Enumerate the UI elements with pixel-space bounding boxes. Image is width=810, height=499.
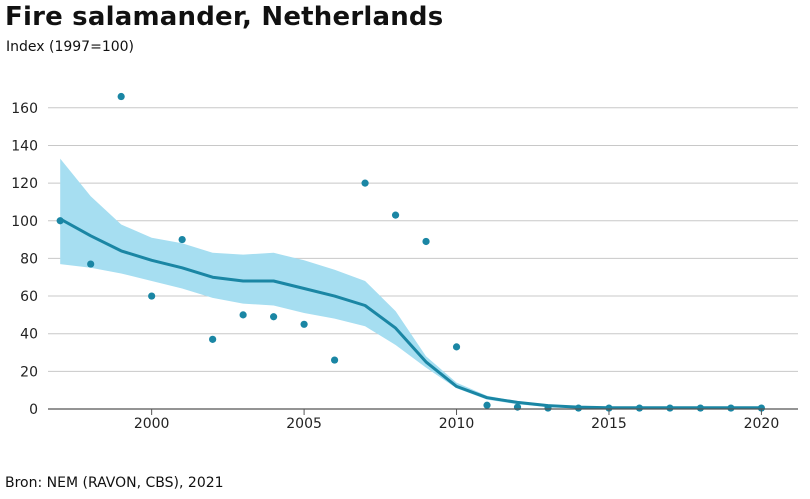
data-point	[300, 320, 308, 328]
data-point	[361, 179, 369, 187]
data-point	[544, 404, 552, 412]
data-point	[452, 343, 461, 351]
x-tick-label: 2000	[134, 416, 170, 432]
y-tick-label: 60	[20, 289, 38, 305]
y-tick-label: 40	[20, 327, 38, 343]
data-point	[178, 235, 186, 244]
data-point	[483, 401, 491, 409]
data-point	[757, 404, 766, 412]
data-point	[56, 217, 64, 225]
data-point	[727, 404, 735, 412]
data-point	[666, 404, 674, 412]
data-point	[330, 356, 339, 364]
x-tick-label: 2015	[591, 416, 627, 432]
trend-line	[58, 217, 763, 410]
data-point	[574, 404, 583, 412]
data-points	[56, 92, 766, 412]
data-point	[513, 403, 522, 411]
y-tick-label: 120	[11, 176, 38, 192]
data-point	[148, 292, 156, 300]
y-tick-label: 20	[20, 364, 38, 380]
data-point	[422, 237, 430, 246]
data-point	[391, 211, 400, 219]
y-tick-label: 0	[29, 402, 38, 418]
y-tick-label: 100	[11, 214, 38, 230]
y-tick-label: 140	[11, 138, 38, 154]
data-point	[209, 335, 217, 343]
chart-title: Fire salamander, Netherlands	[5, 2, 444, 32]
data-point	[87, 260, 95, 268]
x-tick-label: 2005	[286, 416, 322, 432]
confidence-band	[60, 158, 762, 409]
x-tick-label: 2020	[744, 416, 780, 432]
data-point	[239, 311, 247, 319]
data-point	[117, 92, 125, 101]
data-point	[696, 404, 705, 412]
source-note: Bron: NEM (RAVON, CBS), 2021	[5, 475, 224, 491]
trend-line-path	[58, 217, 763, 410]
y-tick-label: 160	[11, 101, 38, 117]
data-point	[635, 404, 644, 412]
gridlines	[48, 107, 798, 372]
y-axis-label: Index (1997=100)	[6, 39, 134, 55]
data-point	[605, 404, 613, 412]
confidence-band-area	[60, 158, 762, 409]
data-point	[270, 313, 278, 321]
x-tick-label: 2010	[439, 416, 475, 432]
y-tick-label: 80	[20, 251, 38, 267]
axes: 0 20 40 60 80 100 120 140 160 2000 2005 2010 2015 202…	[11, 101, 798, 432]
